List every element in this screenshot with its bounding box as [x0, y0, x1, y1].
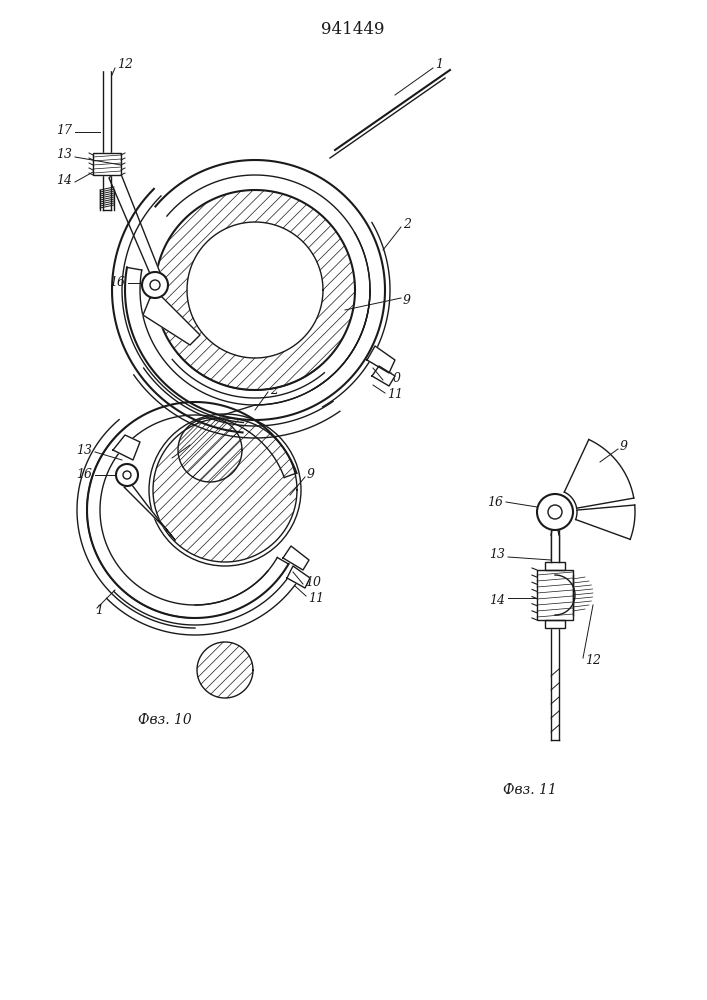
Text: 13: 13 [76, 444, 92, 456]
Text: 14: 14 [56, 174, 72, 186]
Polygon shape [545, 620, 565, 628]
Text: 941449: 941449 [321, 21, 385, 38]
Polygon shape [372, 366, 395, 386]
Circle shape [142, 272, 168, 298]
Text: 9: 9 [307, 468, 315, 482]
Polygon shape [93, 153, 121, 175]
Polygon shape [545, 562, 565, 570]
Polygon shape [283, 546, 309, 570]
Text: 9: 9 [620, 440, 628, 454]
Text: 11: 11 [308, 591, 324, 604]
Polygon shape [187, 222, 323, 358]
Circle shape [537, 494, 573, 530]
Circle shape [548, 505, 562, 519]
Polygon shape [103, 70, 111, 210]
Polygon shape [575, 505, 635, 539]
Polygon shape [555, 575, 575, 615]
Text: 10: 10 [305, 576, 321, 588]
Text: 10: 10 [385, 371, 401, 384]
Bar [101, 60, 113, 70]
Polygon shape [153, 418, 297, 562]
Polygon shape [564, 439, 633, 508]
Text: 14: 14 [489, 593, 505, 606]
Text: 11: 11 [387, 388, 403, 401]
Text: 16: 16 [109, 276, 125, 290]
Polygon shape [143, 295, 200, 345]
Text: 1: 1 [435, 58, 443, 72]
Bar [545, 562, 565, 570]
Text: 17: 17 [56, 123, 72, 136]
Bar [537, 570, 573, 620]
Circle shape [123, 471, 131, 479]
Text: Фвз. 10: Фвз. 10 [138, 713, 192, 727]
Text: Фвз. 11: Фвз. 11 [503, 783, 557, 797]
Circle shape [150, 280, 160, 290]
Circle shape [116, 464, 138, 486]
Polygon shape [155, 190, 355, 390]
Polygon shape [287, 566, 310, 588]
Bar [93, 153, 121, 175]
Polygon shape [367, 346, 395, 373]
Polygon shape [109, 159, 163, 290]
Text: 13: 13 [489, 548, 505, 562]
Text: 12: 12 [117, 58, 133, 72]
Polygon shape [113, 435, 140, 460]
Bar [104, 53, 110, 60]
Polygon shape [178, 418, 242, 482]
Text: 1: 1 [95, 603, 103, 616]
Text: 12: 12 [585, 654, 601, 666]
Text: 2: 2 [403, 219, 411, 232]
Polygon shape [551, 535, 559, 562]
Text: 2: 2 [270, 383, 278, 396]
Text: 16: 16 [487, 495, 503, 508]
Text: 9: 9 [403, 294, 411, 306]
Text: 18: 18 [170, 454, 186, 466]
Text: 13: 13 [56, 148, 72, 161]
Polygon shape [537, 570, 573, 620]
Text: Фвз. 9: Фвз. 9 [187, 503, 233, 517]
Bar [545, 620, 565, 628]
Text: 16: 16 [76, 468, 92, 482]
Polygon shape [197, 642, 253, 698]
Polygon shape [551, 500, 559, 740]
Polygon shape [124, 485, 175, 540]
